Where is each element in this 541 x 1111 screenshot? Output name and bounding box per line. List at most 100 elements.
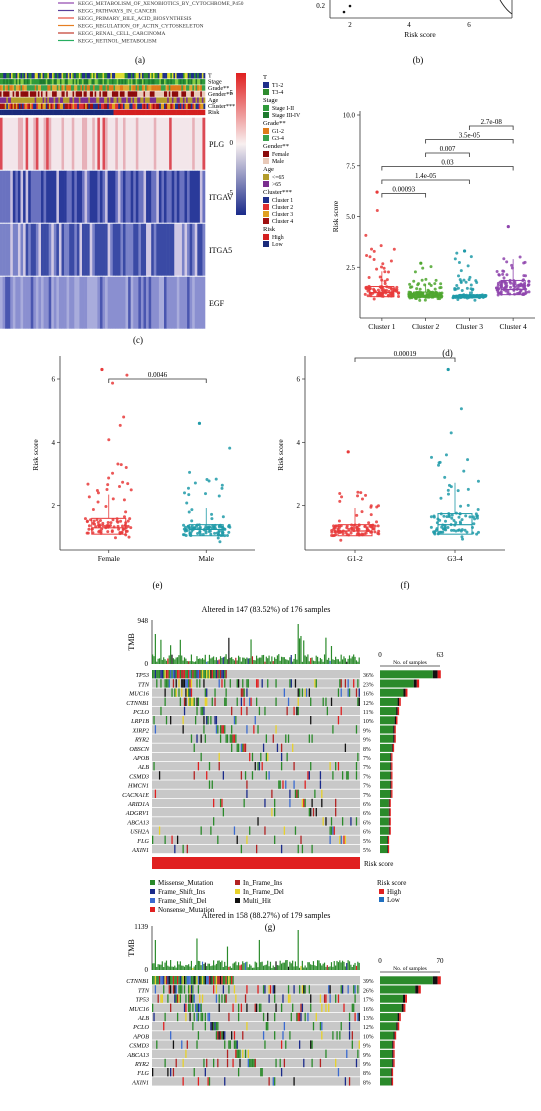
annotation-cell [107, 97, 110, 103]
tmb-bar [357, 661, 359, 664]
heatmap-cell [187, 276, 190, 329]
mutation-cell [236, 835, 238, 844]
annotation-cell [167, 97, 170, 103]
data-point [463, 528, 467, 532]
annotation-cell [108, 85, 111, 91]
heatmap-cell [58, 170, 62, 223]
heatmap-cell [53, 170, 57, 223]
mutation-cell [257, 762, 259, 771]
tmb-bar [236, 660, 238, 664]
annotation-cell [175, 97, 177, 103]
tmb-bar [165, 660, 168, 664]
data-point [503, 282, 507, 286]
heatmap-cell [181, 276, 185, 329]
data-point [462, 278, 466, 282]
heatmap-cell [128, 117, 131, 170]
heatmap-cell [199, 276, 203, 329]
heatmap-cell [102, 223, 106, 276]
tmb-bar [308, 661, 310, 664]
annotation-cell [102, 97, 105, 103]
annotation-cell [176, 73, 179, 79]
data-point [506, 225, 510, 229]
significance-bracket [381, 179, 470, 184]
annotation-cell [47, 79, 50, 85]
annotation-cell [152, 103, 155, 109]
annotation-cell [134, 103, 136, 109]
annotation-cell [168, 109, 171, 116]
annotation-cell [152, 73, 155, 79]
tmb-bar [196, 656, 198, 664]
heatmap-cell [2, 117, 6, 170]
heatmap-cell [161, 170, 165, 223]
mutation-cell [196, 706, 198, 716]
mutation-cell [157, 670, 159, 679]
mutation-cell [206, 697, 208, 706]
annotation-cell [93, 79, 95, 85]
annotation-cell [187, 109, 190, 116]
annotation-cell [154, 73, 157, 79]
annotation-cell [20, 79, 23, 85]
mutation-cell [341, 985, 344, 994]
annotation-cell [37, 85, 40, 91]
annotation-cell [69, 85, 72, 91]
heatmap-cell [192, 223, 196, 276]
gene-label: AXIN1 [131, 847, 149, 854]
mutation-cell [175, 985, 177, 994]
annotation-cell [203, 73, 206, 79]
heatmap-cell [115, 276, 119, 329]
sample-count-bar [432, 670, 438, 679]
annotation-cell [197, 97, 199, 103]
mutation-cell [211, 780, 213, 789]
mutation-cell [193, 994, 195, 1003]
tmb-bar [222, 657, 224, 664]
sample-count-bar [389, 799, 391, 808]
data-point [397, 291, 401, 295]
sample-count-bar [380, 725, 394, 734]
annotation-cell [91, 97, 94, 103]
tmb-bar [186, 965, 188, 970]
legend-label: Frame_Shift_Ins [158, 888, 205, 896]
tmb-bar [350, 658, 352, 664]
matrix-row-bg [152, 994, 360, 1003]
data-point [418, 298, 422, 302]
mutation-cell [335, 798, 337, 808]
mutation-cell [192, 985, 194, 994]
tmb-bar [176, 657, 179, 664]
tmb-bar [208, 963, 211, 970]
mutation-cell [346, 1049, 348, 1058]
mutation-cell [293, 780, 295, 789]
mutation-cell [190, 679, 193, 688]
mutation-cell [265, 771, 267, 780]
legend-title: Risk [263, 226, 276, 233]
annotation-cell [52, 109, 54, 116]
annotation-cell [29, 73, 32, 79]
panel-b-xtick: 6 [467, 21, 471, 29]
sample-count-bar [391, 771, 393, 780]
annotation-cell [52, 97, 54, 103]
mutation-cell [315, 1012, 317, 1022]
gene-label: ALB [137, 764, 149, 771]
sample-count-bar [396, 1022, 398, 1031]
annotation-cell [168, 73, 171, 79]
annotation-cell [63, 91, 65, 97]
data-point [183, 491, 187, 495]
tmb-bar [218, 659, 220, 664]
mutation-cell [206, 670, 208, 679]
annotation-cell [94, 103, 97, 109]
data-point [92, 522, 96, 526]
legend-swatch [263, 181, 269, 187]
mutation-cell [163, 976, 165, 985]
tmb-bar [350, 964, 352, 970]
tmb-bar [231, 967, 233, 970]
annotation-cell [200, 85, 203, 91]
tmb-bar [232, 659, 234, 664]
mutation-cell [175, 679, 177, 688]
mutation-cell [174, 994, 176, 1003]
data-point [469, 291, 473, 295]
tmb-bar [237, 655, 240, 664]
mutation-cell [189, 1003, 191, 1012]
legend-label: Male [272, 159, 284, 165]
mutation-cell [222, 670, 225, 679]
annotation-cell [187, 73, 190, 79]
sample-count-bar [380, 817, 389, 826]
